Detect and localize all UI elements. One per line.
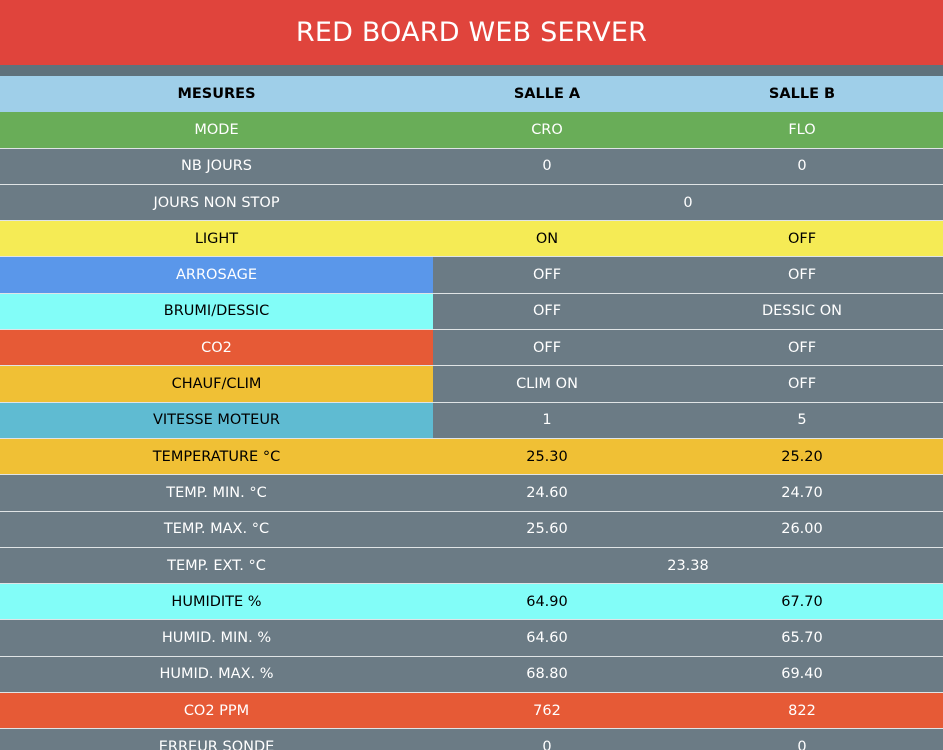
row-nb-jours: NB JOURS 0 0 xyxy=(0,148,943,185)
value-room-b: OFF xyxy=(661,329,943,367)
page-title: RED BOARD WEB SERVER xyxy=(295,17,648,48)
row-temp-ext: TEMP. EXT. °C 23.38 xyxy=(0,547,943,585)
row-chauf-clim: CHAUF/CLIM CLIM ON OFF xyxy=(0,365,943,403)
value-shared: 0 xyxy=(433,184,943,222)
value-room-b: 65.70 xyxy=(661,619,943,657)
row-label: CHAUF/CLIM xyxy=(0,365,433,403)
value-room-a: OFF xyxy=(433,329,661,367)
value-room-a: 24.60 xyxy=(433,474,661,512)
value-room-a: OFF xyxy=(433,256,661,294)
value-room-b: 25.20 xyxy=(661,438,943,476)
row-label: CO2 PPM xyxy=(0,692,433,730)
row-label: TEMPERATURE °C xyxy=(0,438,433,476)
value-room-b: 0 xyxy=(661,728,943,750)
value-room-b: 0 xyxy=(661,148,943,185)
header-divider xyxy=(0,65,943,76)
row-temperature: TEMPERATURE °C 25.30 25.20 xyxy=(0,438,943,476)
row-label: TEMP. EXT. °C xyxy=(0,547,433,585)
row-label: TEMP. MIN. °C xyxy=(0,474,433,512)
row-humid-max: HUMID. MAX. % 68.80 69.40 xyxy=(0,656,943,694)
row-label: MODE xyxy=(0,111,433,149)
row-label: NB JOURS xyxy=(0,148,433,185)
row-label: HUMID. MIN. % xyxy=(0,619,433,657)
row-label: VITESSE MOTEUR xyxy=(0,402,433,439)
row-vitesse-moteur: VITESSE MOTEUR 1 5 xyxy=(0,402,943,439)
page-header: RED BOARD WEB SERVER xyxy=(0,0,943,65)
value-room-b: 5 xyxy=(661,402,943,439)
value-room-b: 67.70 xyxy=(661,583,943,621)
value-room-b: OFF xyxy=(661,220,943,258)
value-room-b: 26.00 xyxy=(661,511,943,548)
value-room-a: 68.80 xyxy=(433,656,661,694)
value-room-b: DESSIC ON xyxy=(661,293,943,331)
value-room-b: 69.40 xyxy=(661,656,943,694)
column-header-measures: MESURES xyxy=(0,76,433,113)
row-jours-non-stop: JOURS NON STOP 0 xyxy=(0,184,943,222)
value-room-b: FLO xyxy=(661,111,943,149)
row-brumi-dessic: BRUMI/DESSIC OFF DESSIC ON xyxy=(0,293,943,331)
value-room-a: ON xyxy=(433,220,661,258)
column-header-room-a: SALLE A xyxy=(433,76,661,113)
value-room-a: 1 xyxy=(433,402,661,439)
value-room-a: 25.30 xyxy=(433,438,661,476)
row-label: ERREUR SONDE xyxy=(0,728,433,750)
value-room-a: 762 xyxy=(433,692,661,730)
value-room-b: OFF xyxy=(661,256,943,294)
row-label: LIGHT xyxy=(0,220,433,258)
value-room-a: CLIM ON xyxy=(433,365,661,403)
value-room-a: 64.60 xyxy=(433,619,661,657)
row-label: HUMIDITE % xyxy=(0,583,433,621)
value-room-a: 0 xyxy=(433,148,661,185)
value-room-a: 25.60 xyxy=(433,511,661,548)
row-co2: CO2 OFF OFF xyxy=(0,329,943,367)
value-room-a: 64.90 xyxy=(433,583,661,621)
row-erreur-sonde: ERREUR SONDE 0 0 xyxy=(0,728,943,750)
row-temp-max: TEMP. MAX. °C 25.60 26.00 xyxy=(0,511,943,548)
row-light: LIGHT ON OFF xyxy=(0,220,943,258)
table-header-row: MESURES SALLE A SALLE B xyxy=(0,76,943,113)
row-label: TEMP. MAX. °C xyxy=(0,511,433,548)
value-room-a: 0 xyxy=(433,728,661,750)
row-mode: MODE CRO FLO xyxy=(0,111,943,149)
value-room-b: 24.70 xyxy=(661,474,943,512)
value-room-b: OFF xyxy=(661,365,943,403)
measurements-table: MESURES SALLE A SALLE B MODE CRO FLO NB … xyxy=(0,76,943,750)
row-label: CO2 xyxy=(0,329,433,367)
row-humid-min: HUMID. MIN. % 64.60 65.70 xyxy=(0,619,943,657)
row-label: BRUMI/DESSIC xyxy=(0,293,433,331)
row-label: JOURS NON STOP xyxy=(0,184,433,222)
row-label: ARROSAGE xyxy=(0,256,433,294)
value-room-b: 822 xyxy=(661,692,943,730)
value-shared: 23.38 xyxy=(433,547,943,585)
column-header-room-b: SALLE B xyxy=(661,76,943,113)
row-co2-ppm: CO2 PPM 762 822 xyxy=(0,692,943,730)
row-humidite: HUMIDITE % 64.90 67.70 xyxy=(0,583,943,621)
value-room-a: OFF xyxy=(433,293,661,331)
row-label: HUMID. MAX. % xyxy=(0,656,433,694)
row-temp-min: TEMP. MIN. °C 24.60 24.70 xyxy=(0,474,943,512)
row-arrosage: ARROSAGE OFF OFF xyxy=(0,256,943,294)
value-room-a: CRO xyxy=(433,111,661,149)
